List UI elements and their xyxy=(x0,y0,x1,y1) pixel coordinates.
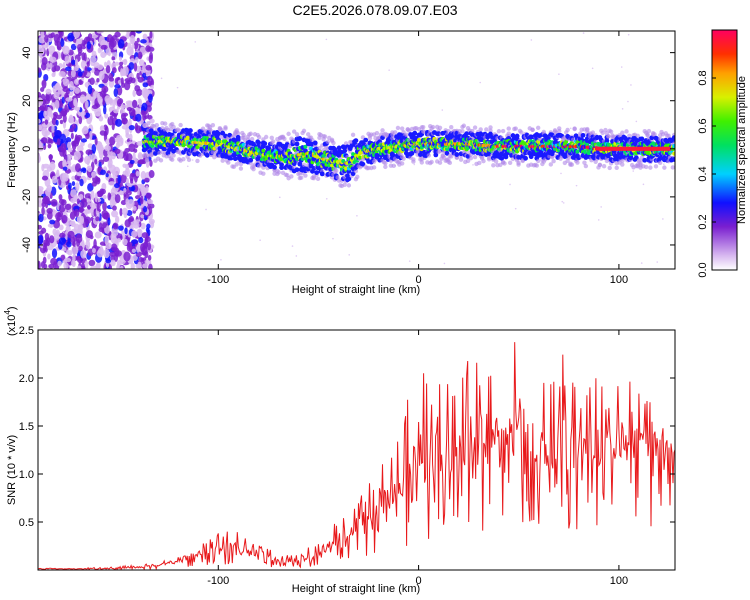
spectrogram-ytick-label: 20 xyxy=(21,95,33,107)
figure-title: C2E5.2026.078.09.07.E03 xyxy=(292,2,458,18)
spectrogram-panel: -100 0 100 -40 -20 0 20 40 Height of straight l… xyxy=(6,30,676,296)
spectrogram-plot-area xyxy=(38,31,675,269)
colorbar-ticks: 0.0 0.2 0.4 0.6 0.8 xyxy=(697,70,716,278)
snr-xtick-label: 0 xyxy=(416,575,422,587)
snr-multiplier-close: ) xyxy=(6,306,18,310)
snr-ylabel: SNR (10 * v/v) xyxy=(6,435,18,505)
colorbar-tick-label: 0.6 xyxy=(697,118,709,133)
snr-series-line xyxy=(38,342,675,570)
spectrogram-frame xyxy=(37,30,676,270)
snr-multiplier: (x104) xyxy=(3,306,18,336)
spectrogram-ytick-label: 0 xyxy=(21,146,33,152)
snr-xlabel: Height of straight line (km) xyxy=(292,583,420,595)
spectrogram-ytick-label: -40 xyxy=(21,237,33,253)
snr-xtick-label: 100 xyxy=(610,575,628,587)
spectrogram-xtick-label: 0 xyxy=(416,274,422,286)
colorbar-label: Normalized spectral amplitude xyxy=(736,76,748,224)
colorbar-tick-label: 0.8 xyxy=(697,70,709,85)
colorbar-gradient xyxy=(711,29,738,271)
spectrogram-xtick-label: -100 xyxy=(207,274,229,286)
snr-ytick-label: 1.0 xyxy=(19,469,34,481)
colorbar-tick-label: 0.4 xyxy=(697,166,709,181)
spectrogram-ticks: -100 0 100 -40 -20 0 20 40 xyxy=(21,31,675,286)
spectrogram-ytick-label: 40 xyxy=(21,47,33,59)
spectrogram-xtick-label: 100 xyxy=(610,274,628,286)
snr-multiplier-base: (x10 xyxy=(6,315,18,336)
snr-ytick-label: 1.5 xyxy=(19,421,34,433)
snr-ticks: -100 0 100 0.5 1.0 1.5 2.0 2.5 xyxy=(19,325,675,587)
snr-frame xyxy=(37,329,676,571)
colorbar-tick-label: 0.2 xyxy=(697,214,709,229)
snr-panel: -100 0 100 0.5 1.0 1.5 2.0 2.5 Height of straig… xyxy=(3,306,676,595)
snr-ytick-label: 2.0 xyxy=(19,373,34,385)
spectrogram-ytick-label: -20 xyxy=(21,189,33,205)
colorbar-tick-label: 0.0 xyxy=(697,262,709,277)
snr-xtick-label: -100 xyxy=(207,575,229,587)
spectrogram-xlabel: Height of straight line (km) xyxy=(292,284,420,296)
snr-multiplier-exponent: 4 xyxy=(3,310,12,315)
colorbar: 0.0 0.2 0.4 0.6 0.8 Normalized spectral ampl… xyxy=(697,29,748,278)
snr-ytick-label: 0.5 xyxy=(19,517,34,529)
svg-text:(x104): (x104) xyxy=(3,306,18,336)
snr-ytick-label: 2.5 xyxy=(19,325,34,337)
spectrogram-ylabel: Frequency (Hz) xyxy=(6,112,18,188)
